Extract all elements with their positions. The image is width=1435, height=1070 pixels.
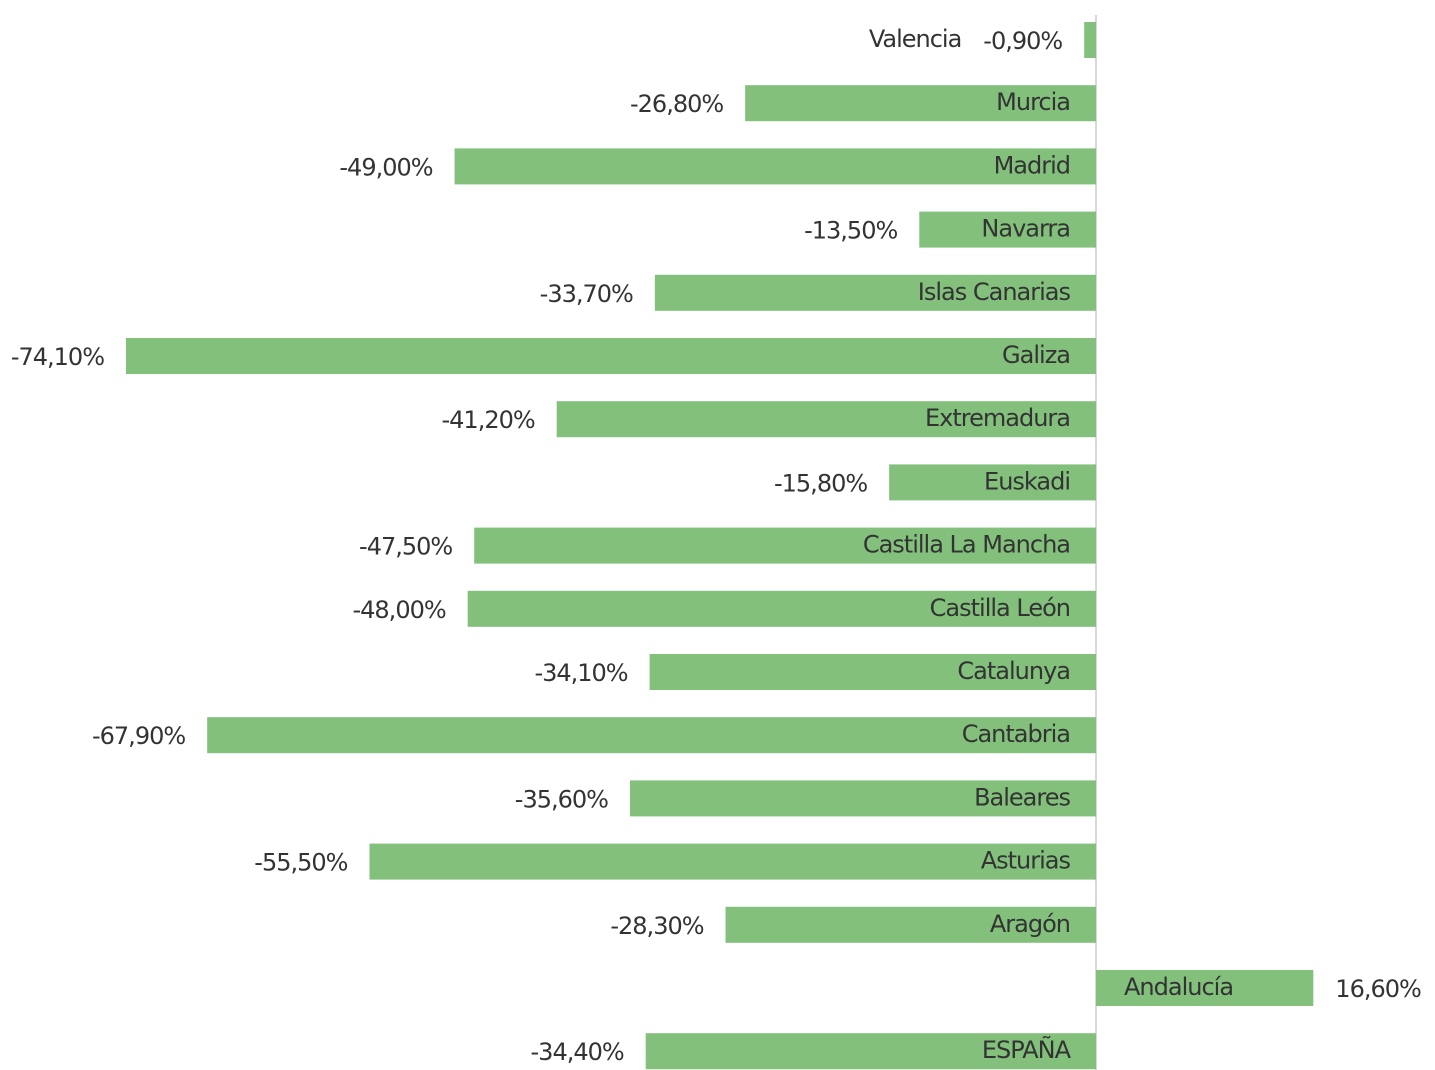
value-label: -55,50% [254,849,347,877]
bar [467,590,1096,627]
bar [1096,970,1314,1006]
bar [629,780,1096,817]
category-label: Murcia [996,88,1070,116]
value-label: -13,50% [804,217,897,245]
bar [474,527,1096,564]
bar [745,85,1096,122]
category-label: Islas Canarias [918,278,1071,306]
bar [1084,22,1096,58]
bar [649,654,1096,690]
bar [454,148,1097,185]
value-label: -34,10% [534,659,627,687]
category-label: Euskadi [984,467,1070,495]
value-label: -15,80% [774,469,867,497]
bar [654,274,1096,311]
value-label: -0,90% [983,27,1062,55]
bar [645,1033,1096,1070]
value-label: -33,70% [540,280,633,308]
bar [556,401,1096,438]
category-label: Aragón [990,910,1070,938]
value-label: 16,60% [1335,975,1421,1003]
category-label: Cantabria [962,720,1070,748]
value-label: -48,00% [352,596,445,624]
category-label: Catalunya [957,657,1070,685]
value-label: -28,30% [610,912,703,940]
category-label: Madrid [994,151,1070,179]
value-label: -26,80% [630,90,723,118]
bar [725,906,1096,943]
bar [369,843,1096,880]
category-label: ESPAÑA [982,1034,1072,1064]
category-label: Baleares [974,783,1070,811]
category-label: Castilla León [930,594,1070,622]
bar [126,338,1096,374]
value-label: -34,40% [531,1038,624,1066]
category-label: Extremadura [925,404,1070,432]
value-label: -47,50% [359,533,452,561]
bar [207,717,1097,754]
bar [889,464,1096,501]
category-label: Andalucía [1124,973,1233,1001]
value-label: -74,10% [11,343,104,371]
value-label: -41,20% [442,406,535,434]
bar [919,211,1096,248]
category-label: Valencia [869,25,961,53]
value-label: -67,90% [92,722,185,750]
category-label: Castilla La Mancha [863,531,1070,559]
category-label: Asturias [981,847,1071,875]
value-label: -35,60% [515,785,608,813]
category-label: Galiza [1002,341,1070,369]
value-label: -49,00% [339,153,432,181]
category-label: Navarra [981,215,1070,243]
